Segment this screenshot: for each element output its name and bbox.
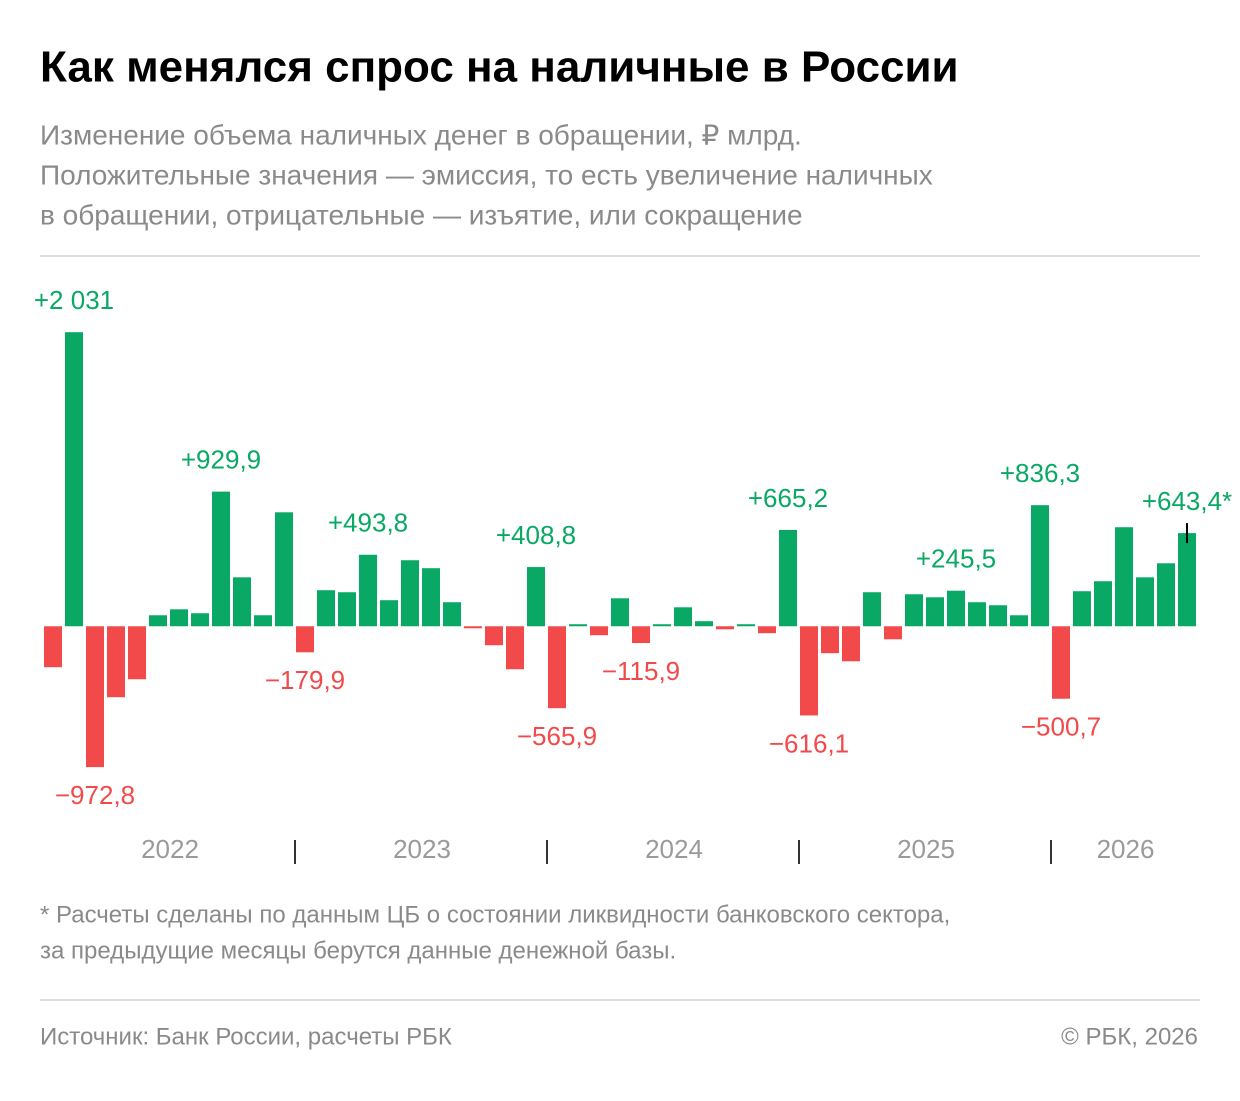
bar [422, 568, 440, 627]
bar [317, 590, 335, 627]
subtitle: в обращении, отрицательные — изъятие, ил… [40, 199, 803, 230]
value-label: +408,8 [496, 520, 576, 550]
value-label: +245,5 [916, 544, 996, 574]
value-label: +836,3 [1000, 458, 1080, 488]
bar [1031, 505, 1049, 627]
x-group-label: 2024 [645, 834, 703, 864]
bar [86, 626, 104, 768]
bar [674, 607, 692, 627]
bar [149, 615, 167, 627]
bar [611, 598, 629, 627]
bar [338, 592, 356, 627]
bar [233, 577, 251, 627]
bar [842, 626, 860, 662]
bar [485, 626, 503, 646]
bar [254, 615, 272, 627]
bar [107, 626, 125, 698]
bar [527, 567, 545, 627]
bar [296, 626, 314, 653]
bar [1052, 626, 1070, 699]
footnote: за предыдущие месяцы берутся данные дене… [40, 937, 676, 964]
bar [737, 624, 755, 627]
bar [170, 609, 188, 627]
bar [926, 597, 944, 627]
bar [989, 605, 1007, 627]
source: Источник: Банк России, расчеты РБК [40, 1023, 452, 1050]
bar [380, 600, 398, 627]
bar [65, 332, 83, 627]
bar [821, 626, 839, 654]
bar [212, 491, 230, 627]
bar [44, 626, 62, 668]
footnote: * Расчеты сделаны по данным ЦБ о состоян… [40, 901, 950, 928]
value-label: +643,4* [1142, 486, 1232, 516]
value-label: −616,1 [769, 728, 849, 758]
value-label: +493,8 [328, 508, 408, 538]
bar [863, 592, 881, 627]
bar [1094, 581, 1112, 627]
x-group-label: 2022 [141, 834, 199, 864]
value-label: +665,2 [748, 483, 828, 513]
value-label: +2 031 [34, 285, 114, 315]
bar [359, 554, 377, 627]
chart-title: Как менялся спрос на наличные в России [40, 43, 959, 92]
bar [443, 602, 461, 627]
bar [1010, 615, 1028, 627]
bar [905, 594, 923, 627]
bar [128, 626, 146, 680]
value-label: −972,8 [55, 780, 135, 810]
bar [569, 624, 587, 627]
bar [1157, 563, 1175, 627]
bar [779, 529, 797, 627]
value-label: −179,9 [265, 665, 345, 695]
bar [1136, 577, 1154, 627]
x-group-label: 2023 [393, 834, 451, 864]
subtitle: Изменение объема наличных денег в обраще… [40, 119, 802, 150]
bar [695, 621, 713, 627]
bar [716, 626, 734, 630]
copyright: © РБК, 2026 [1061, 1023, 1198, 1050]
bar [653, 624, 671, 627]
bar [401, 560, 419, 627]
bar [275, 512, 293, 627]
bar [947, 590, 965, 627]
value-label: −500,7 [1021, 712, 1101, 742]
bar [758, 626, 776, 634]
bar [968, 602, 986, 627]
bar [464, 626, 482, 629]
bar [1115, 527, 1133, 627]
bar [884, 626, 902, 640]
bar [590, 626, 608, 636]
bar [1073, 591, 1091, 627]
bar [1178, 533, 1196, 627]
bar [548, 626, 566, 709]
bar [506, 626, 524, 670]
value-label: +929,9 [181, 444, 261, 474]
subtitle: Положительные значения — эмиссия, то ест… [40, 159, 933, 190]
bar [632, 626, 650, 644]
x-group-label: 2026 [1097, 834, 1155, 864]
bar [800, 626, 818, 716]
x-group-label: 2025 [897, 834, 955, 864]
value-label: −115,9 [602, 656, 680, 686]
bar [191, 613, 209, 627]
value-label: −565,9 [517, 721, 597, 751]
